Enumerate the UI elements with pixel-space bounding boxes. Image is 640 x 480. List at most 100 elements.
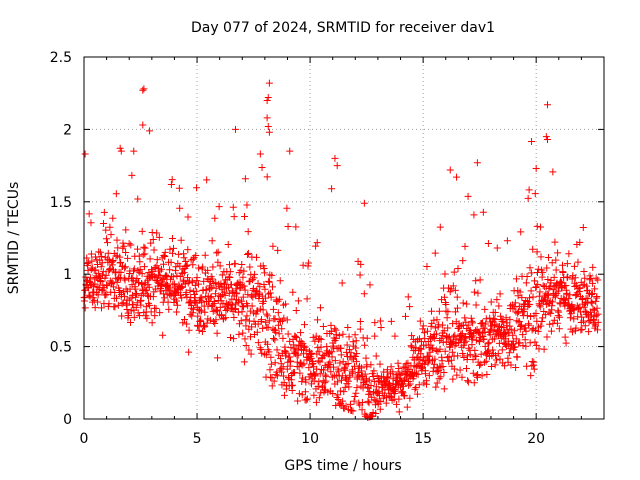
data-point (337, 344, 345, 352)
data-point (294, 397, 302, 405)
data-point (542, 311, 550, 319)
data-point (572, 324, 580, 332)
data-point (254, 279, 262, 287)
data-point (539, 282, 547, 290)
data-point (208, 275, 216, 283)
data-point (179, 319, 187, 327)
data-point (247, 350, 255, 358)
data-point (462, 337, 470, 345)
data-point (299, 261, 307, 269)
data-point (90, 296, 98, 304)
x-tick-label: 10 (301, 431, 319, 447)
data-point (538, 318, 546, 326)
data-point (480, 358, 488, 366)
data-point (450, 268, 458, 276)
data-point (301, 388, 309, 396)
data-point (501, 362, 509, 370)
data-point (286, 147, 294, 155)
data-point (358, 406, 366, 414)
data-point (464, 321, 472, 329)
data-point (298, 361, 306, 369)
data-point (401, 312, 409, 320)
data-point (316, 335, 324, 343)
data-point (525, 321, 533, 329)
data-point (581, 274, 589, 282)
data-point (440, 369, 448, 377)
data-point (152, 304, 160, 312)
data-point (243, 201, 251, 209)
data-point (241, 286, 249, 294)
data-point (248, 302, 256, 310)
data-point (578, 313, 586, 321)
data-point (592, 274, 600, 282)
data-point (387, 363, 395, 371)
data-point (295, 363, 303, 371)
data-point (543, 136, 551, 144)
data-point (592, 297, 600, 305)
data-point (265, 317, 273, 325)
data-point (182, 288, 190, 296)
data-point (189, 309, 197, 317)
data-point (493, 244, 501, 252)
x-tick-label: 15 (414, 431, 432, 447)
data-point (251, 270, 259, 278)
data-point (314, 383, 322, 391)
data-point (246, 307, 254, 315)
data-point (404, 293, 412, 301)
data-point (444, 334, 452, 342)
data-point (574, 258, 582, 266)
data-point (474, 370, 482, 378)
data-point (360, 199, 368, 207)
data-point (315, 394, 323, 402)
data-point (98, 252, 106, 260)
data-point (199, 263, 207, 271)
data-point (331, 154, 339, 162)
data-point (178, 294, 186, 302)
data-point (344, 324, 352, 332)
data-point (144, 291, 152, 299)
data-point (106, 223, 114, 231)
data-point (195, 264, 203, 272)
data-point (155, 233, 163, 241)
data-point (415, 381, 423, 389)
data-point (265, 79, 273, 87)
data-point (116, 287, 124, 295)
data-point (273, 346, 281, 354)
data-point (107, 231, 115, 239)
data-point (284, 223, 292, 231)
data-point (572, 281, 580, 289)
data-point (592, 322, 600, 330)
data-point (482, 320, 490, 328)
data-point (523, 312, 531, 320)
data-point (453, 371, 461, 379)
data-point (172, 297, 180, 305)
data-point (169, 249, 177, 257)
data-point (580, 267, 588, 275)
data-point (150, 246, 158, 254)
data-point (222, 314, 230, 322)
data-point (267, 293, 275, 301)
data-point (511, 327, 519, 335)
data-point (450, 365, 458, 373)
data-point (110, 283, 118, 291)
data-point (363, 334, 371, 342)
data-point (136, 265, 144, 273)
data-point (339, 397, 347, 405)
data-point (328, 353, 336, 361)
data-point (113, 294, 121, 302)
data-point (444, 324, 452, 332)
data-point (239, 329, 247, 337)
data-point (166, 266, 174, 274)
data-point (446, 288, 454, 296)
data-point (121, 292, 129, 300)
data-point (209, 301, 217, 309)
data-point (421, 360, 429, 368)
data-point (498, 317, 506, 325)
data-point (175, 250, 183, 258)
data-point (435, 375, 443, 383)
data-point (347, 349, 355, 357)
data-point (356, 325, 364, 333)
data-point (567, 310, 575, 318)
data-point (124, 254, 132, 262)
data-point (316, 304, 324, 312)
